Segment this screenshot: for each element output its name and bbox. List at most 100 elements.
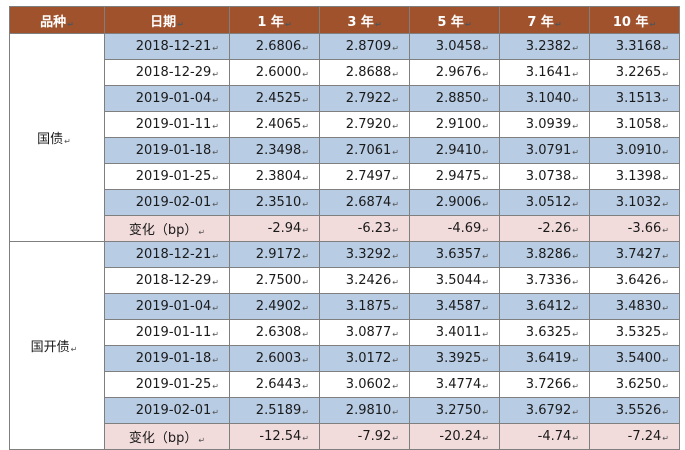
yield-value-cell: 3.1058	[589, 111, 680, 138]
yield-value-cell: 3.0910	[589, 137, 680, 164]
yield-value-cell: 3.0602	[319, 371, 410, 398]
date-cell: 2018-12-29	[104, 59, 230, 86]
yield-value-cell: 2.9172	[229, 241, 320, 268]
yield-value-cell: 3.7336	[499, 267, 590, 294]
yield-value-cell: 3.6426	[589, 267, 680, 294]
yield-value-cell: 2.5189	[229, 397, 320, 424]
yield-value-cell: 2.6443	[229, 371, 320, 398]
header-date: 日期	[104, 6, 230, 34]
date-cell: 2019-02-01	[104, 189, 230, 216]
yield-value-cell: 2.7922	[319, 85, 410, 112]
category-label: 国债	[37, 132, 71, 147]
table-row: 2019-01-182.60033.01723.39253.64193.5400	[10, 345, 680, 372]
yield-value-cell: 2.7497	[319, 163, 410, 190]
date-cell: 2019-01-18	[104, 345, 230, 372]
header-5y: 5 年	[409, 6, 500, 34]
yield-value-cell: 3.0172	[319, 345, 410, 372]
yield-value-cell: 2.8688	[319, 59, 410, 86]
change-value-cell: -3.66	[589, 215, 680, 242]
yield-value-cell: 3.4830	[589, 293, 680, 320]
date-cell: 2019-02-01	[104, 397, 230, 424]
category-cell: 国债	[9, 33, 105, 242]
yield-value-cell: 2.6308	[229, 319, 320, 346]
table-row: 2019-01-252.38042.74972.94753.07383.1398	[10, 163, 680, 190]
yield-table: 品种 日期 1 年 3 年 5 年 7 年 10 年 国债2018-12-212…	[9, 6, 680, 450]
yield-value-cell: 3.4774	[409, 371, 500, 398]
yield-value-cell: 3.2382	[499, 33, 590, 60]
table-row: 2019-01-112.63083.08773.40113.63253.5325	[10, 319, 680, 346]
change-value-cell: -2.26	[499, 215, 590, 242]
yield-value-cell: 3.1875	[319, 293, 410, 320]
yield-value-cell: 3.6792	[499, 397, 590, 424]
date-cell: 2018-12-29	[104, 267, 230, 294]
table-row: 国开债2018-12-212.91723.32923.63573.82863.7…	[9, 241, 680, 450]
yield-value-cell: 2.6003	[229, 345, 320, 372]
yield-value-cell: 2.3498	[229, 137, 320, 164]
yield-value-cell: 3.1032	[589, 189, 680, 216]
yield-value-cell: 3.0791	[499, 137, 590, 164]
yield-value-cell: 2.9410	[409, 137, 500, 164]
yield-value-cell: 3.3292	[319, 241, 410, 268]
yield-value-cell: 3.1040	[499, 85, 590, 112]
category-cell: 国开债	[9, 241, 105, 450]
change-value-cell: -20.24	[409, 423, 500, 450]
yield-value-cell: 3.0939	[499, 111, 590, 138]
yield-value-cell: 2.9676	[409, 59, 500, 86]
yield-value-cell: 3.2426	[319, 267, 410, 294]
yield-value-cell: 3.3168	[589, 33, 680, 60]
yield-value-cell: 3.1641	[499, 59, 590, 86]
yield-value-cell: 2.6000	[229, 59, 320, 86]
yield-value-cell: 2.4525	[229, 85, 320, 112]
yield-value-cell: 3.6250	[589, 371, 680, 398]
change-value-cell: -7.24	[589, 423, 680, 450]
change-value-cell: -7.92	[319, 423, 410, 450]
yield-value-cell: 3.0458	[409, 33, 500, 60]
change-value-cell: -4.69	[409, 215, 500, 242]
yield-value-cell: 3.4587	[409, 293, 500, 320]
change-label: 变化（bp）	[104, 423, 230, 450]
yield-value-cell: 2.9475	[409, 163, 500, 190]
yield-value-cell: 3.1513	[589, 85, 680, 112]
yield-value-cell: 3.6419	[499, 345, 590, 372]
yield-value-cell: 2.3804	[229, 163, 320, 190]
yield-value-cell: 3.5325	[589, 319, 680, 346]
category-label: 国开债	[31, 340, 78, 355]
yield-value-cell: 3.6325	[499, 319, 590, 346]
yield-value-cell: 3.0877	[319, 319, 410, 346]
table-row: 2019-01-252.64433.06023.47743.72663.6250	[10, 371, 680, 398]
header-category: 品种	[9, 6, 105, 34]
date-cell: 2019-01-04	[104, 293, 230, 320]
yield-value-cell: 3.4011	[409, 319, 500, 346]
yield-value-cell: 2.3510	[229, 189, 320, 216]
yield-value-cell: 3.7266	[499, 371, 590, 398]
table-row: 2019-01-112.40652.79202.91003.09393.1058	[10, 111, 680, 138]
date-cell: 2019-01-25	[104, 371, 230, 398]
yield-value-cell: 3.2265	[589, 59, 680, 86]
change-value-cell: -12.54	[229, 423, 320, 450]
yield-value-cell: 3.0738	[499, 163, 590, 190]
yield-value-cell: 3.3925	[409, 345, 500, 372]
yield-value-cell: 2.9100	[409, 111, 500, 138]
date-cell: 2019-01-18	[104, 137, 230, 164]
yield-value-cell: 2.9006	[409, 189, 500, 216]
date-cell: 2018-12-21	[104, 33, 230, 60]
date-cell: 2019-01-25	[104, 163, 230, 190]
change-value-cell: -4.74	[499, 423, 590, 450]
change-row: 变化（bp）-2.94-6.23-4.69-2.26-3.66	[10, 215, 680, 242]
yield-value-cell: 3.6357	[409, 241, 500, 268]
table-row: 2019-02-012.51892.98103.27503.67923.5526	[10, 397, 680, 424]
table-body: 国债2018-12-212.68062.87093.04583.23823.31…	[9, 33, 680, 450]
yield-value-cell: 2.8850	[409, 85, 500, 112]
header-1y: 1 年	[229, 6, 320, 34]
yield-value-cell: 2.6806	[229, 33, 320, 60]
table-row: 2018-12-292.75003.24263.50443.73363.6426	[10, 267, 680, 294]
yield-value-cell: 2.7920	[319, 111, 410, 138]
yield-value-cell: 3.5526	[589, 397, 680, 424]
yield-value-cell: 3.2750	[409, 397, 500, 424]
date-cell: 2019-01-04	[104, 85, 230, 112]
change-row: 变化（bp）-12.54-7.92-20.24-4.74-7.24	[10, 423, 680, 450]
header-row: 品种 日期 1 年 3 年 5 年 7 年 10 年	[9, 6, 680, 34]
yield-value-cell: 2.4902	[229, 293, 320, 320]
change-label: 变化（bp）	[104, 215, 230, 242]
date-cell: 2018-12-21	[104, 241, 230, 268]
